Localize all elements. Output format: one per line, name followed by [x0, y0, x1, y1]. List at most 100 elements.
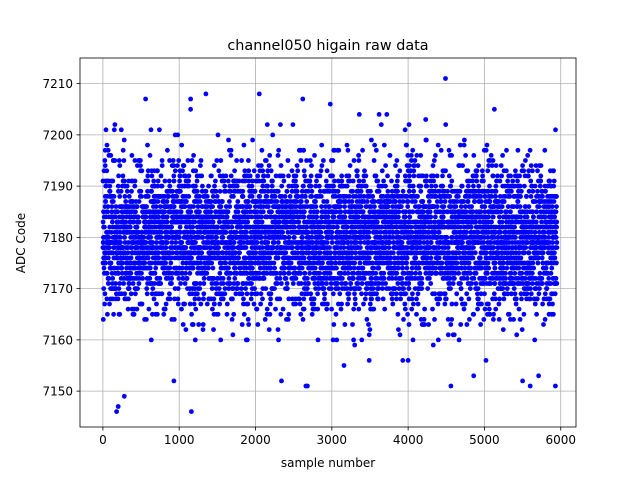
data-point: [175, 286, 181, 291]
data-point: [339, 301, 344, 307]
data-point: [313, 199, 318, 204]
data-point: [222, 286, 228, 291]
data-point: [167, 296, 173, 302]
data-point: [321, 158, 326, 163]
data-point: [470, 255, 476, 261]
data-point: [106, 276, 112, 281]
data-point: [400, 199, 406, 204]
data-point: [171, 204, 177, 210]
data-point: [126, 286, 132, 291]
data-point: [169, 276, 175, 281]
data-point: [339, 173, 345, 179]
data-point: [324, 199, 330, 204]
data-point: [351, 306, 357, 312]
data-point: [329, 240, 335, 245]
data-point: [244, 229, 249, 235]
data-point: [197, 281, 203, 286]
data-point: [239, 158, 245, 163]
data-point: [394, 158, 400, 163]
data-point: [123, 199, 129, 204]
data-point: [147, 276, 153, 281]
data-point: [322, 296, 327, 302]
data-point: [225, 178, 231, 184]
data-point: [406, 281, 412, 286]
data-point: [210, 265, 216, 271]
data-point: [118, 240, 123, 245]
data-point: [233, 229, 239, 235]
data-point: [200, 327, 206, 332]
data-point: [472, 250, 478, 256]
data-point: [102, 301, 107, 307]
data-point: [299, 265, 305, 271]
data-point: [475, 306, 480, 312]
data-point: [419, 286, 425, 291]
data-point: [432, 291, 438, 297]
data-point: [102, 224, 107, 230]
data-point: [362, 296, 368, 302]
data-point: [327, 270, 333, 276]
data-point: [436, 255, 442, 261]
data-point: [131, 311, 137, 317]
data-point: [419, 281, 425, 286]
data-point: [471, 276, 477, 281]
data-point: [269, 183, 275, 189]
data-point: [229, 317, 235, 322]
data-point: [290, 122, 296, 127]
data-point: [366, 235, 372, 240]
data-point: [351, 158, 357, 163]
data-point: [300, 235, 305, 240]
data-point: [359, 337, 365, 343]
data-point: [270, 178, 275, 184]
data-point: [126, 281, 132, 286]
data-point: [294, 163, 300, 169]
data-point: [280, 306, 286, 312]
data-point: [163, 301, 169, 307]
data-point: [414, 311, 419, 317]
data-point: [328, 286, 334, 291]
data-point: [395, 173, 401, 179]
data-point: [179, 142, 185, 148]
data-point: [476, 296, 481, 302]
data-point: [115, 209, 121, 215]
data-point: [182, 301, 188, 307]
data-point: [169, 270, 175, 276]
data-point: [271, 240, 277, 245]
data-point: [226, 286, 232, 291]
data-point: [359, 281, 365, 286]
data-point: [406, 322, 412, 327]
data-point: [249, 183, 255, 189]
data-point: [167, 183, 173, 189]
data-point: [451, 332, 457, 338]
data-point: [148, 127, 154, 133]
data-point: [232, 276, 238, 281]
data-point: [228, 153, 234, 158]
data-point: [155, 168, 160, 174]
data-point: [366, 322, 371, 327]
data-point: [151, 178, 157, 184]
data-point: [100, 317, 106, 322]
data-point: [294, 188, 300, 194]
data-point: [139, 194, 144, 199]
data-point: [227, 260, 233, 266]
data-point: [180, 260, 186, 266]
data-point: [329, 229, 335, 235]
data-point: [151, 296, 157, 302]
data-point: [120, 260, 125, 266]
data-point: [304, 224, 310, 230]
data-point: [117, 311, 123, 317]
data-point: [291, 235, 297, 240]
data-point: [199, 173, 205, 179]
data-point: [155, 199, 161, 204]
data-point: [336, 147, 342, 153]
data-point: [461, 199, 466, 204]
data-point: [263, 158, 269, 163]
data-point: [200, 183, 205, 189]
data-point: [198, 229, 204, 235]
data-point: [344, 224, 350, 230]
data-point: [285, 317, 291, 322]
data-point: [122, 240, 128, 245]
data-point: [319, 235, 325, 240]
data-point: [352, 301, 358, 307]
data-point: [197, 199, 203, 204]
